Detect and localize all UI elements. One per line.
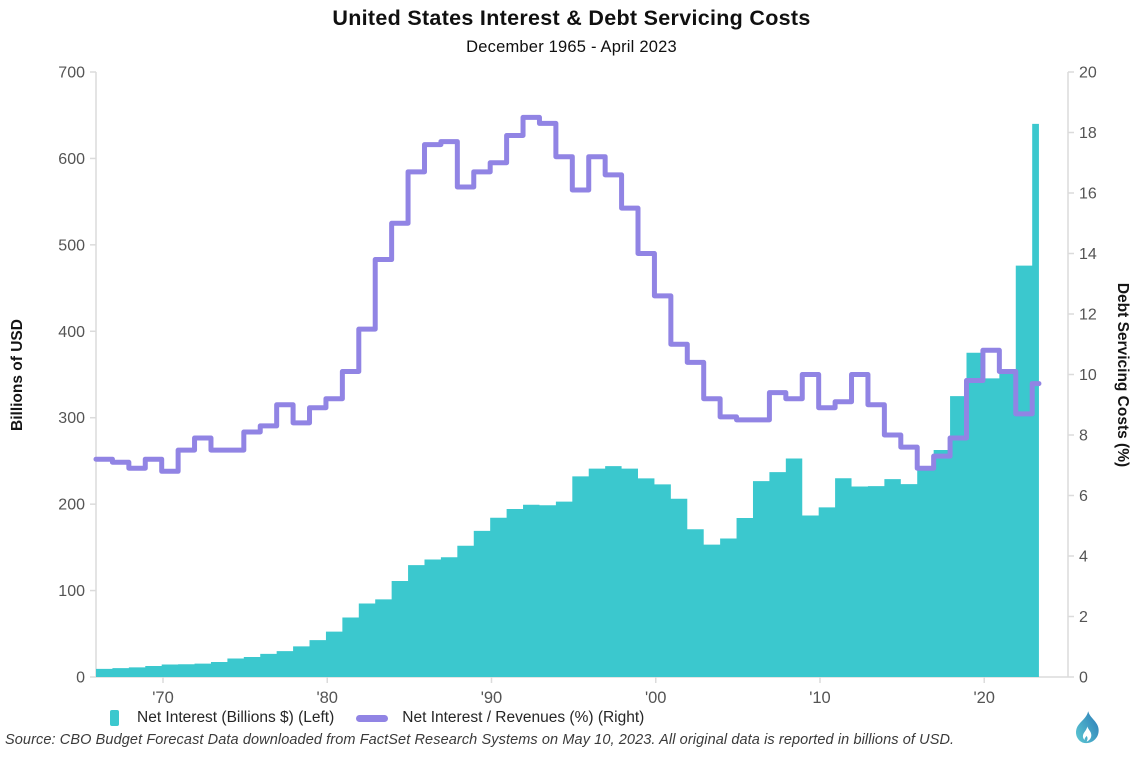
right-axis-tick-label: 2: [1079, 609, 1088, 626]
left-axis-tick-label: 700: [58, 65, 85, 82]
flame-logo-icon: [1075, 711, 1099, 744]
left-axis-tick-label: 600: [58, 151, 85, 168]
x-axis-tick-label: '10: [809, 689, 831, 707]
right-axis-tick-label: 0: [1079, 670, 1088, 687]
net-interest-revenues-step-line: [93, 114, 1042, 474]
net-interest-legend-label: Net Interest (Billions $) (Left): [137, 709, 335, 726]
ratio-legend-swatch: [356, 714, 389, 722]
right-axis-tick-label: 14: [1079, 246, 1097, 263]
right-axis-tick-label: 20: [1079, 65, 1097, 82]
right-axis-tick-label: 18: [1079, 125, 1097, 142]
left-axis-tick-label: 200: [58, 497, 85, 514]
legend: Net Interest (Billions $) (Left) Net Int…: [110, 709, 644, 727]
net-interest-bars: [96, 123, 1039, 678]
source-note: Source: CBO Budget Forecast Data downloa…: [5, 732, 955, 748]
ratio-legend-label: Net Interest / Revenues (%) (Right): [402, 709, 645, 726]
chart-title: United States Interest & Debt Servicing …: [332, 6, 811, 30]
x-axis-tick-label: '70: [152, 689, 174, 707]
left-axis-tick-label: 300: [58, 410, 85, 427]
right-axis-tick-label: 12: [1079, 307, 1097, 324]
right-axis-tick-label: 16: [1079, 186, 1097, 203]
left-axis-tick-label: 0: [76, 670, 85, 687]
x-axis-tick-label: '20: [973, 689, 995, 707]
x-axis-tick-label: '80: [316, 689, 338, 707]
left-axis-tick-label: 500: [58, 237, 85, 254]
right-axis-tick-label: 4: [1079, 549, 1088, 566]
left-axis-tick-label: 100: [58, 583, 85, 600]
x-axis-tick-label: '00: [645, 689, 667, 707]
flame-inner-notch: [1082, 726, 1092, 742]
right-axis-tick-label: 6: [1079, 488, 1088, 505]
chart-subtitle: December 1965 - April 2023: [466, 38, 677, 56]
net-interest-legend-swatch: [110, 710, 119, 726]
left-axis-tick-label: 400: [58, 324, 85, 341]
right-axis-tick-label: 10: [1079, 367, 1097, 384]
x-axis-tick-label: '90: [481, 689, 503, 707]
right-axis-tick-label: 8: [1079, 428, 1088, 445]
